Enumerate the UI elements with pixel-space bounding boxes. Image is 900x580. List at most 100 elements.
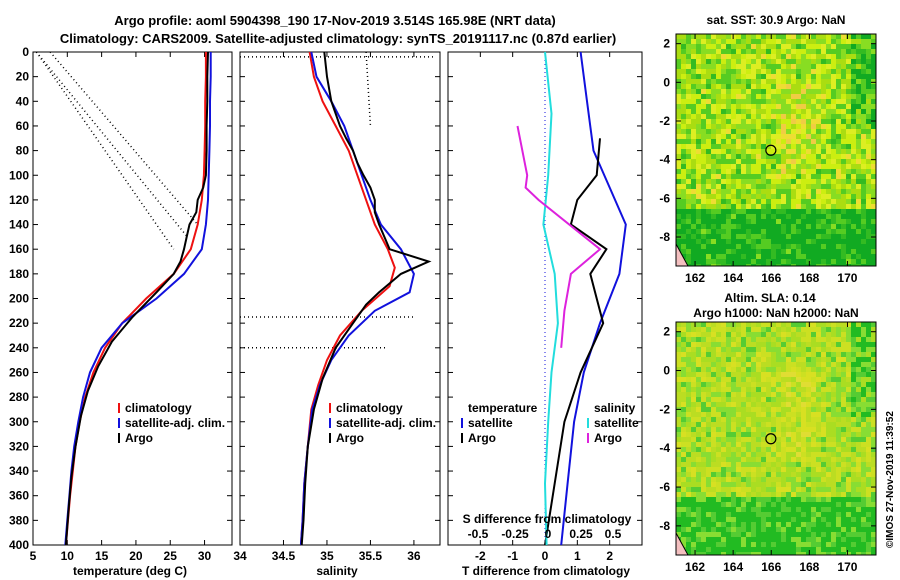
map-cell xyxy=(716,507,721,512)
map-cell xyxy=(746,547,751,552)
x-tick-label: 0 xyxy=(542,549,549,563)
map-cell xyxy=(676,244,681,249)
map-cell xyxy=(846,457,851,462)
map-cell xyxy=(861,432,866,437)
map-cell xyxy=(826,332,831,337)
map-cell xyxy=(866,547,871,552)
map-cell xyxy=(691,457,696,462)
map-cell xyxy=(856,327,861,332)
map-cell xyxy=(801,44,806,49)
map-cell xyxy=(851,497,856,502)
map-cell xyxy=(741,179,746,184)
map-cell xyxy=(841,467,846,472)
map-cell xyxy=(781,392,786,397)
map-cell xyxy=(691,209,696,214)
map-cell xyxy=(801,492,806,497)
map-cell xyxy=(796,164,801,169)
map-cell xyxy=(741,234,746,239)
map-cell xyxy=(716,124,721,129)
map-cell xyxy=(771,179,776,184)
map-cell xyxy=(816,387,821,392)
map-cell xyxy=(821,54,826,59)
map-cell xyxy=(781,109,786,114)
map-cell xyxy=(811,224,816,229)
map-cell xyxy=(791,392,796,397)
map-cell xyxy=(686,114,691,119)
map-cell xyxy=(696,224,701,229)
map-cell xyxy=(766,387,771,392)
map-cell xyxy=(691,337,696,342)
map-cell xyxy=(811,447,816,452)
map-cell xyxy=(771,244,776,249)
map-cell xyxy=(686,44,691,49)
map-cell xyxy=(736,382,741,387)
map-cell xyxy=(831,417,836,422)
map-cell xyxy=(811,139,816,144)
map-cell xyxy=(866,432,871,437)
map-cell xyxy=(856,512,861,517)
map-cell xyxy=(756,502,761,507)
map-cell xyxy=(841,412,846,417)
map-cell xyxy=(711,254,716,259)
map-cell xyxy=(861,154,866,159)
map-cell xyxy=(851,377,856,382)
map-cell xyxy=(706,442,711,447)
map-cell xyxy=(746,387,751,392)
map-cell xyxy=(861,129,866,134)
map-cell xyxy=(806,417,811,422)
map-cell xyxy=(831,437,836,442)
map-cell xyxy=(846,482,851,487)
map-cell xyxy=(776,452,781,457)
map-cell xyxy=(686,254,691,259)
map-cell xyxy=(806,239,811,244)
map-cell xyxy=(806,179,811,184)
map-cell xyxy=(721,114,726,119)
map-cell xyxy=(716,542,721,547)
map-cell xyxy=(701,432,706,437)
map-cell xyxy=(761,84,766,89)
map-cell xyxy=(811,174,816,179)
map-cell xyxy=(751,522,756,527)
map-cell xyxy=(761,372,766,377)
map-cell xyxy=(706,194,711,199)
map-cell xyxy=(781,259,786,264)
map-cell xyxy=(851,367,856,372)
map-cell xyxy=(751,144,756,149)
map-cell xyxy=(746,89,751,94)
map-cell xyxy=(716,552,721,555)
map-cell xyxy=(731,332,736,337)
map-cell xyxy=(786,487,791,492)
map-cell xyxy=(826,547,831,552)
map-cell xyxy=(711,239,716,244)
map-cell xyxy=(826,472,831,477)
map-cell xyxy=(681,462,686,467)
map-cell xyxy=(701,144,706,149)
map-cell xyxy=(751,422,756,427)
map-cell xyxy=(711,397,716,402)
map-cell xyxy=(821,457,826,462)
map-cell xyxy=(716,239,721,244)
map-cell xyxy=(791,34,796,39)
map-cell xyxy=(696,412,701,417)
map-cell xyxy=(681,224,686,229)
map-cell xyxy=(711,229,716,234)
map-cell xyxy=(681,442,686,447)
map-cell xyxy=(811,114,816,119)
map-cell xyxy=(701,39,706,44)
map-cell xyxy=(801,184,806,189)
map-cell xyxy=(676,109,681,114)
map-cell xyxy=(806,229,811,234)
map-cell xyxy=(781,462,786,467)
map-cell xyxy=(696,89,701,94)
map-cell xyxy=(871,522,876,527)
map-cell xyxy=(781,169,786,174)
map-cell xyxy=(691,362,696,367)
map-cell xyxy=(816,34,821,39)
map-cell xyxy=(746,437,751,442)
map-cell xyxy=(746,442,751,447)
map-cell xyxy=(756,432,761,437)
map-cell xyxy=(741,64,746,69)
map-cell xyxy=(836,377,841,382)
map-cell xyxy=(831,527,836,532)
map-cell xyxy=(811,99,816,104)
